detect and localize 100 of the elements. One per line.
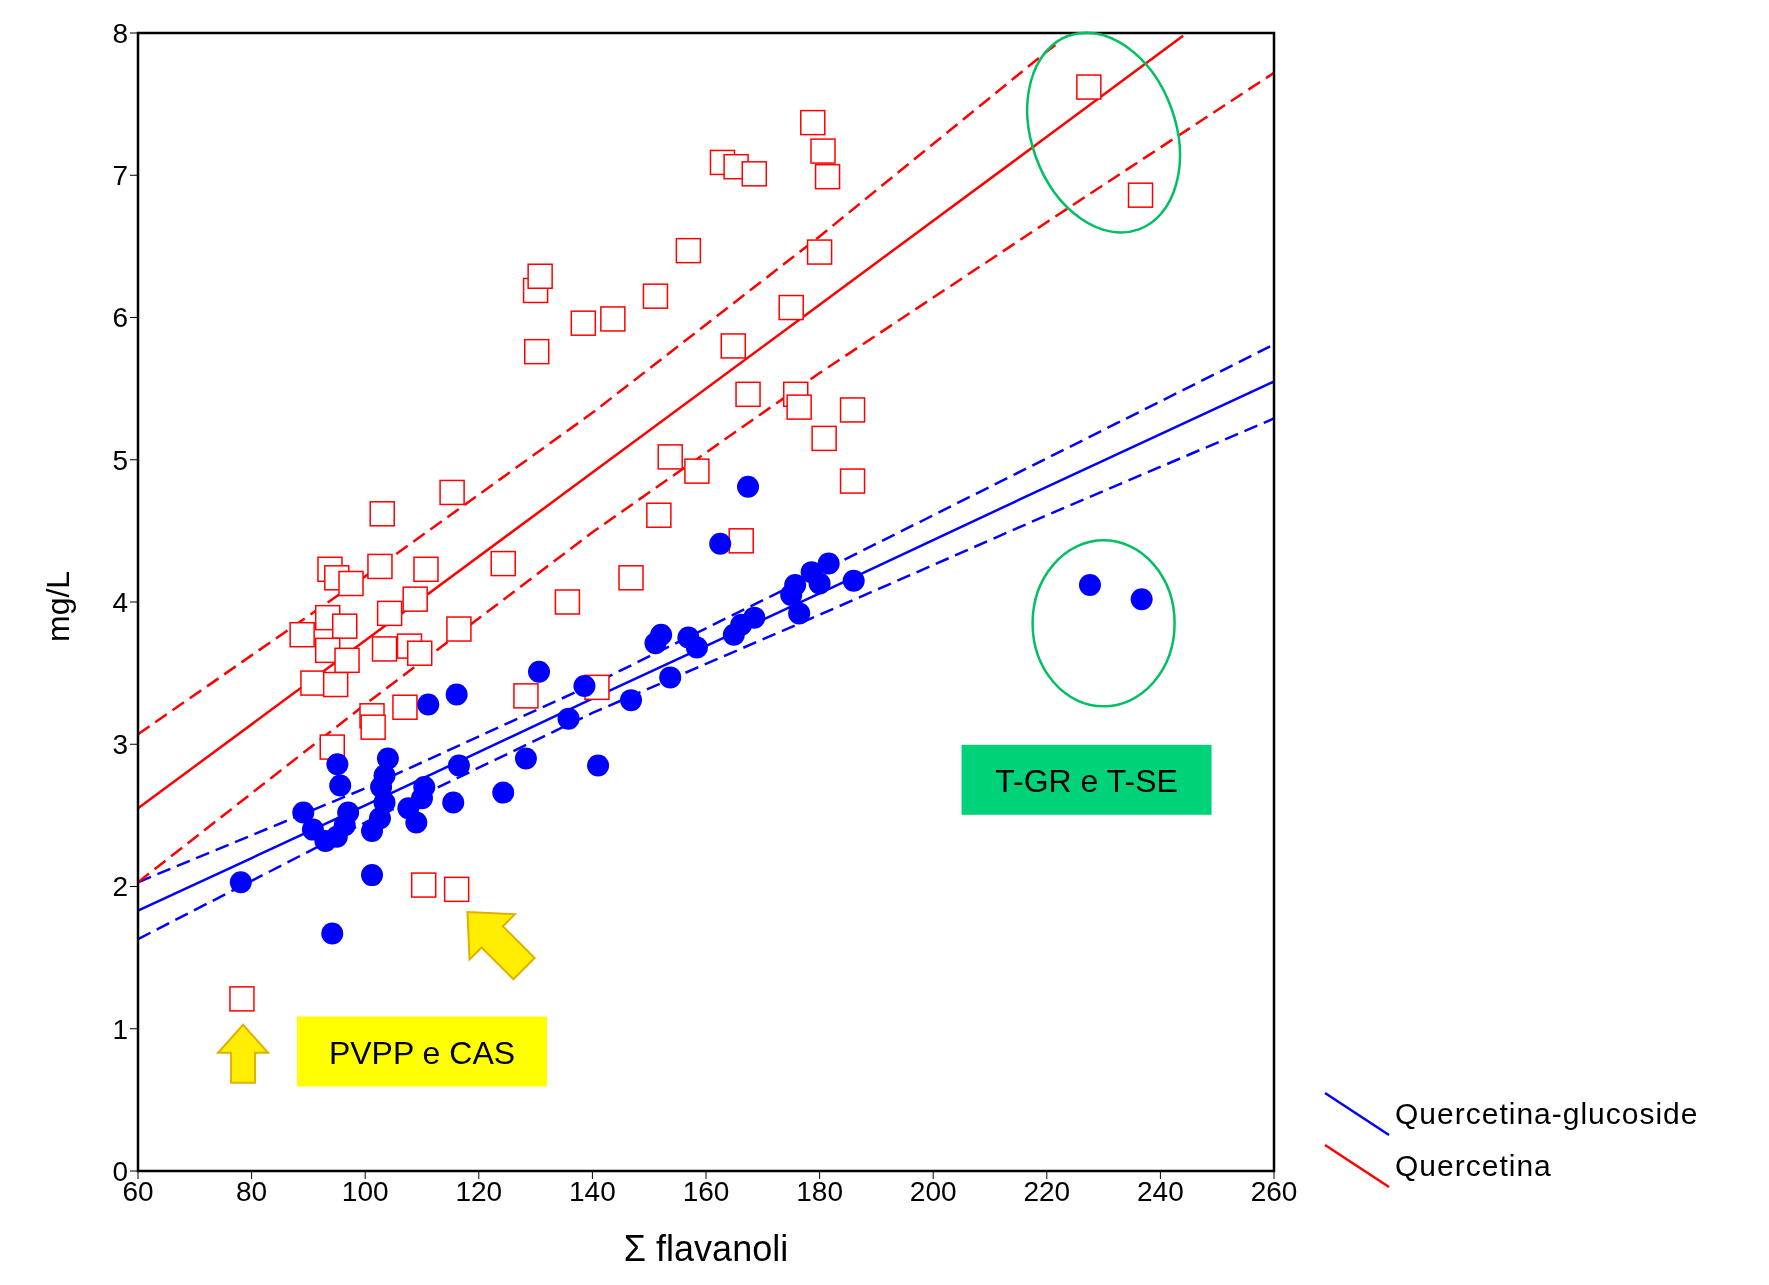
point	[492, 781, 515, 804]
point	[587, 754, 610, 777]
point	[620, 689, 643, 712]
y-tick-label: 5	[112, 444, 128, 476]
y-tick-label: 1	[112, 1013, 128, 1045]
point	[600, 306, 626, 332]
point	[443, 876, 470, 903]
point	[326, 753, 349, 776]
annotation: PVPP e CAS	[328, 1034, 516, 1071]
point	[445, 683, 468, 706]
point	[332, 613, 358, 639]
point	[839, 468, 866, 494]
x-tick-label: 120	[455, 1175, 503, 1207]
point	[743, 606, 766, 629]
point	[413, 775, 436, 798]
point	[376, 747, 399, 770]
y-tick-label: 4	[112, 586, 128, 618]
point	[735, 381, 761, 408]
point	[784, 573, 807, 596]
point	[788, 602, 811, 625]
point	[573, 674, 596, 697]
line-series	[138, 34, 1185, 810]
point	[329, 774, 352, 797]
point	[527, 263, 553, 289]
point	[410, 872, 437, 898]
point	[439, 479, 465, 506]
point	[817, 552, 840, 575]
point	[322, 671, 349, 698]
y-axis-title: mg/L	[40, 570, 77, 642]
point	[659, 666, 682, 689]
point	[557, 707, 580, 730]
x-tick-label: 220	[1023, 1175, 1071, 1207]
point	[289, 621, 315, 648]
point	[446, 616, 472, 642]
point	[402, 586, 428, 612]
point	[229, 986, 255, 1012]
x-tick-label: 200	[909, 1175, 957, 1207]
x-tick-label: 100	[341, 1175, 389, 1207]
point	[513, 683, 539, 709]
point	[514, 747, 537, 770]
point	[685, 636, 708, 659]
point	[417, 693, 440, 716]
line-series	[138, 71, 1274, 884]
point	[808, 572, 831, 595]
annotation: T-GR e T-SE	[995, 762, 1178, 799]
y-tick-label: 3	[112, 729, 128, 761]
point	[360, 714, 386, 740]
point	[338, 570, 364, 597]
x-axis-title: Σ flavanoli	[623, 1228, 789, 1269]
point	[528, 660, 551, 683]
y-tick-label: 8	[112, 17, 128, 49]
point	[839, 397, 866, 423]
point	[618, 565, 644, 591]
point	[392, 694, 418, 721]
point	[709, 532, 732, 555]
point	[778, 294, 804, 321]
point	[842, 569, 865, 592]
point	[1076, 74, 1102, 100]
point	[657, 444, 683, 470]
y-tick-label: 7	[112, 160, 128, 192]
point	[405, 811, 428, 834]
point	[814, 163, 841, 190]
point	[642, 283, 669, 309]
x-tick-label: 80	[236, 1175, 268, 1207]
point	[229, 871, 252, 894]
point	[371, 636, 398, 662]
point	[570, 310, 597, 336]
point	[806, 239, 833, 265]
point	[1078, 573, 1101, 596]
point	[337, 801, 360, 824]
x-tick-label: 160	[682, 1175, 730, 1207]
point	[367, 553, 393, 580]
point	[684, 458, 710, 484]
point	[369, 501, 395, 527]
point	[321, 922, 344, 945]
point	[490, 550, 516, 577]
point	[810, 138, 836, 164]
point	[1127, 182, 1154, 208]
point	[523, 338, 550, 365]
point	[442, 791, 465, 814]
point	[646, 502, 672, 528]
point	[675, 237, 702, 264]
legend-label: Quercetina-glucoside	[1395, 1097, 1699, 1131]
point	[811, 425, 837, 452]
point	[737, 475, 760, 498]
point	[334, 647, 360, 674]
point	[554, 589, 581, 615]
legend-label: Quercetina	[1395, 1149, 1552, 1183]
y-tick-label: 2	[112, 871, 128, 903]
x-tick-label: 140	[569, 1175, 616, 1207]
point	[741, 161, 768, 187]
point	[376, 600, 403, 627]
point	[361, 864, 384, 887]
point	[300, 670, 326, 696]
point	[447, 754, 470, 777]
x-tick-label: 260	[1250, 1175, 1298, 1207]
point	[1130, 588, 1153, 611]
point	[292, 801, 315, 824]
y-tick-label: 6	[112, 302, 128, 334]
point	[650, 623, 673, 646]
